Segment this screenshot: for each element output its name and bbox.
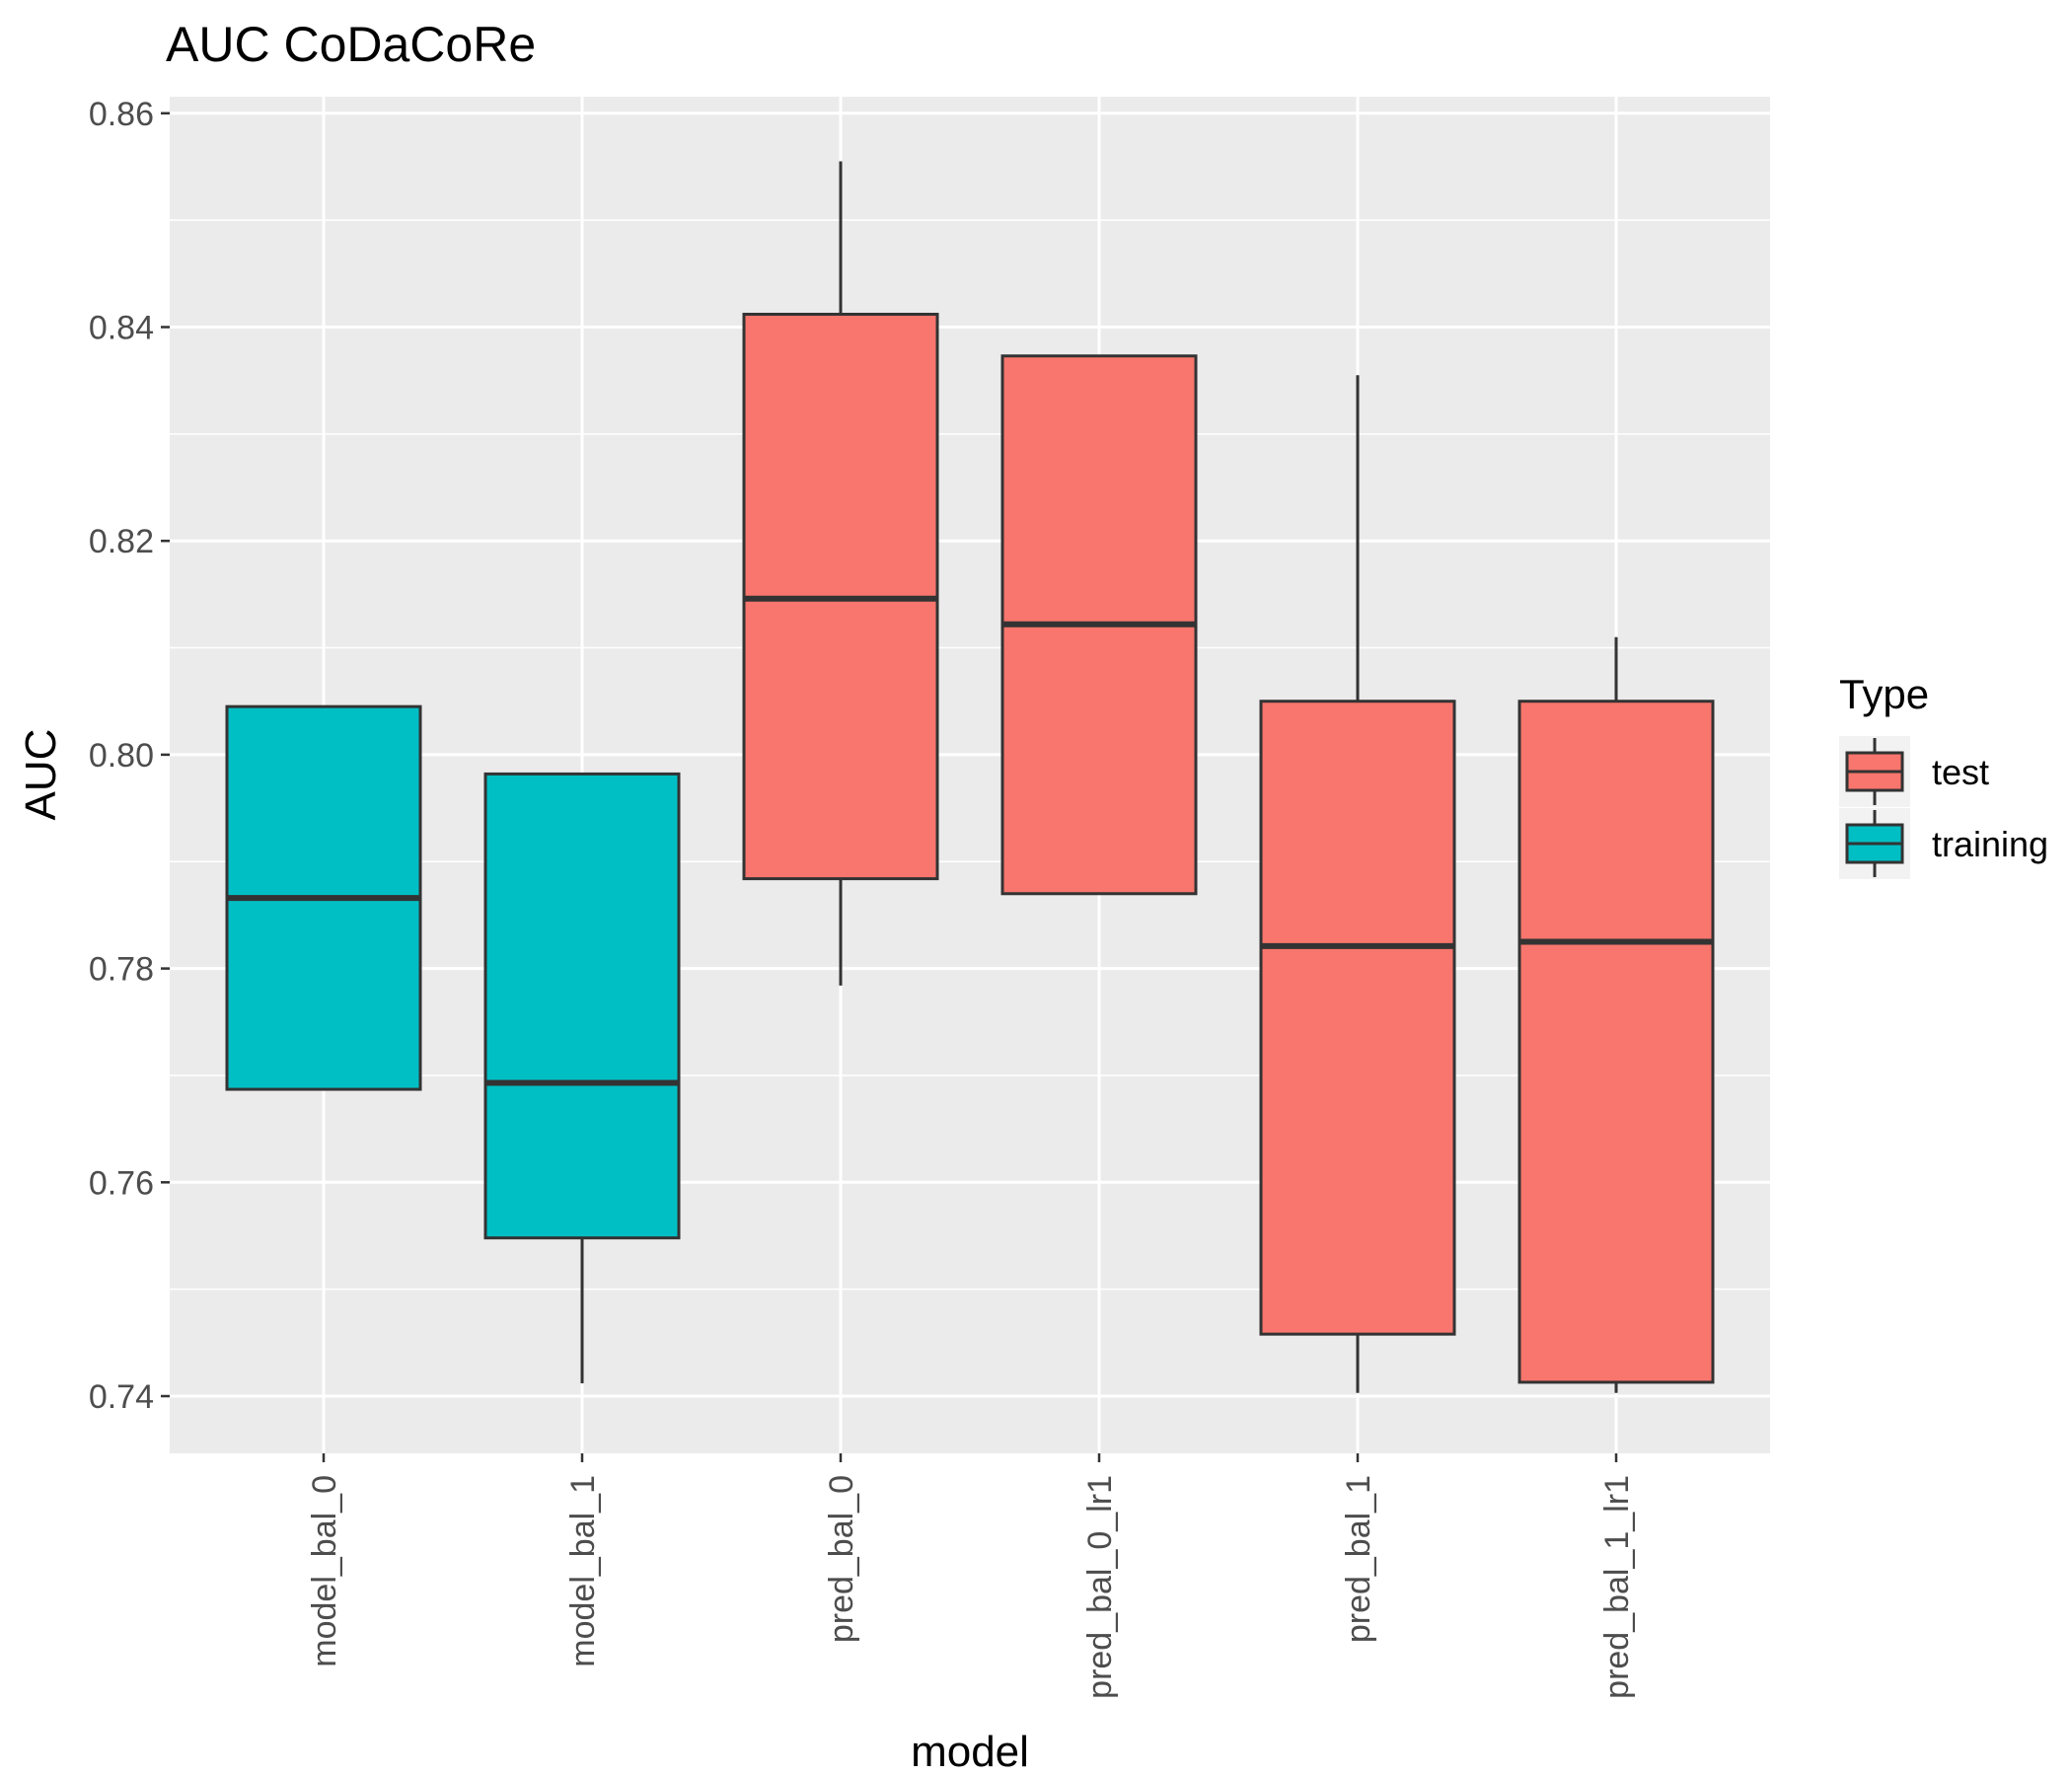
box-body <box>1259 700 1456 1336</box>
y-tick-label: 0.76 <box>89 1164 154 1202</box>
box-model_bal_0 <box>225 704 422 1091</box>
plot-panel <box>170 97 1770 1453</box>
legend-label: training <box>1932 824 2048 864</box>
legend: Type test training <box>1839 671 2048 879</box>
x-axis: model_bal_0 model_bal_1 pred_bal_0 pred_bal… <box>306 1453 1636 1699</box>
x-tick-label: pred_bal_1_lr1 <box>1598 1475 1636 1699</box>
box-pred_bal_0 <box>742 161 939 986</box>
y-tick-label: 0.82 <box>89 523 154 560</box>
legend-entry-test: test <box>1839 736 1989 807</box>
box-body <box>483 772 681 1240</box>
box-pred_bal_0_lr1 <box>1000 354 1198 896</box>
y-tick-label: 0.84 <box>89 310 154 347</box>
box-model_bal_1 <box>483 772 681 1383</box>
x-tick-label: model_bal_1 <box>564 1475 602 1667</box>
legend-label: test <box>1932 752 1989 792</box>
y-axis: 0.74 0.76 0.78 0.80 0.82 0.84 0.86 <box>89 96 170 1416</box>
x-tick-label: model_bal_0 <box>306 1475 343 1667</box>
y-tick-label: 0.74 <box>89 1378 154 1416</box>
box-body <box>1517 700 1715 1384</box>
box-pred_bal_1 <box>1259 375 1456 1393</box>
legend-entry-training: training <box>1839 808 2048 879</box>
y-axis-title: AUC <box>17 729 65 821</box>
x-tick-label: pred_bal_0 <box>823 1475 860 1643</box>
legend-title: Type <box>1839 671 1929 717</box>
chart-title: AUC CoDaCoRe <box>166 17 536 72</box>
y-tick-label: 0.78 <box>89 951 154 989</box>
x-tick-label: pred_bal_0_lr1 <box>1081 1475 1119 1699</box>
box-layer <box>225 161 1715 1393</box>
y-tick-label: 0.80 <box>89 737 154 775</box>
x-axis-title: model <box>911 1728 1029 1776</box>
y-tick-label: 0.86 <box>89 96 154 133</box>
box-pred_bal_1_lr1 <box>1517 636 1715 1393</box>
x-tick-label: pred_bal_1 <box>1340 1475 1377 1643</box>
